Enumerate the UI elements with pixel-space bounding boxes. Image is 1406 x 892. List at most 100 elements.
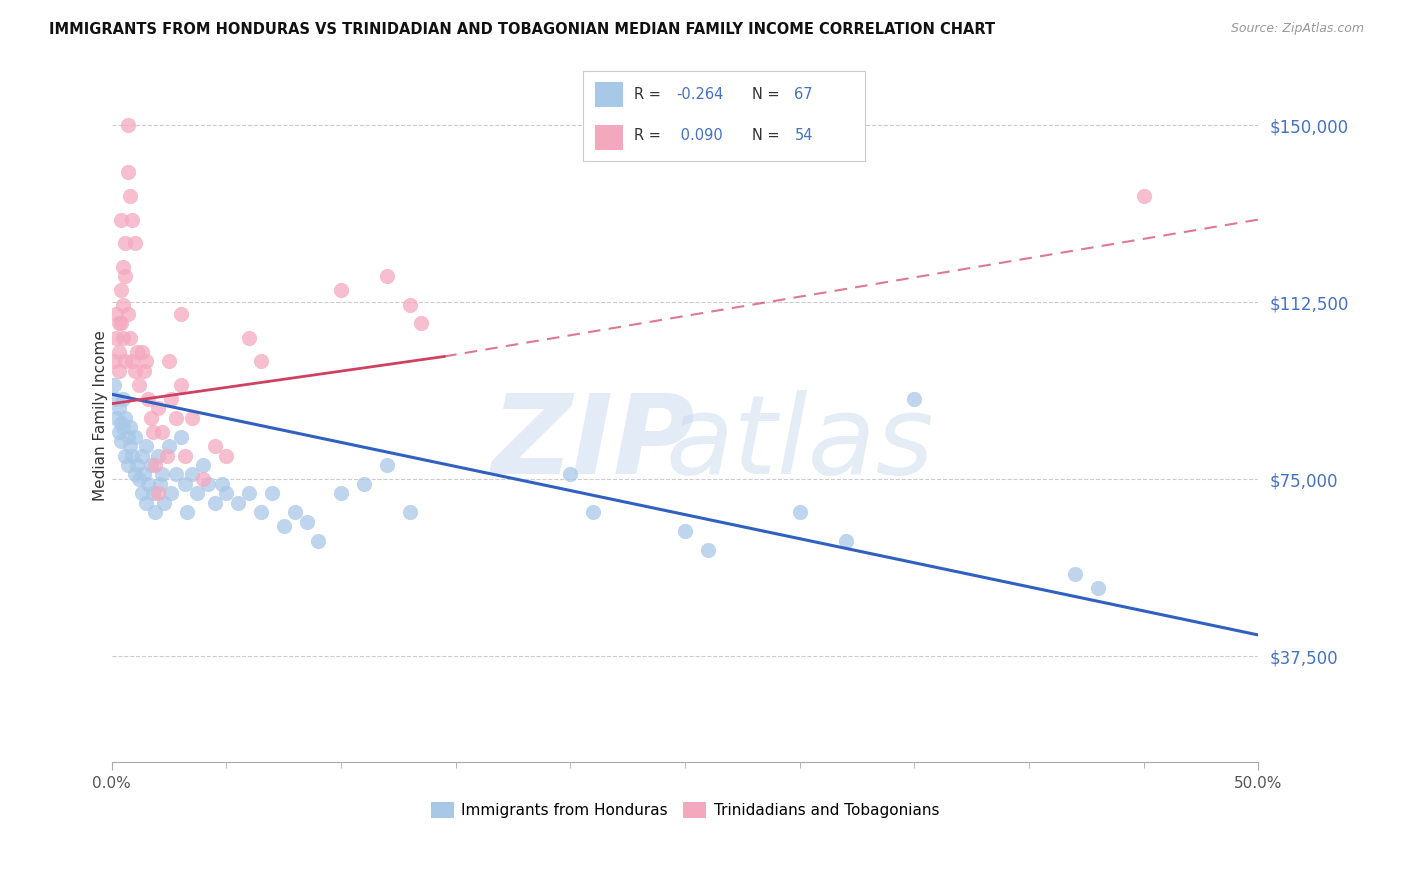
Point xyxy=(105,392,128,406)
Point xyxy=(112,330,135,344)
Point xyxy=(398,297,420,311)
Point xyxy=(193,472,215,486)
Point xyxy=(165,467,187,482)
Point xyxy=(107,425,129,439)
Point xyxy=(131,486,153,500)
Point xyxy=(169,430,191,444)
Point xyxy=(135,496,157,510)
Point xyxy=(125,344,148,359)
Point xyxy=(117,165,139,179)
Point xyxy=(105,307,128,321)
Point xyxy=(834,533,856,548)
Point xyxy=(1087,581,1109,595)
Point xyxy=(160,392,183,406)
Point xyxy=(110,317,132,331)
Point xyxy=(157,439,180,453)
Point xyxy=(135,354,157,368)
Text: N =: N = xyxy=(752,128,785,143)
Point xyxy=(157,354,180,368)
Point xyxy=(204,439,226,453)
Point xyxy=(560,467,582,482)
Point xyxy=(204,496,226,510)
Point xyxy=(107,317,129,331)
Point xyxy=(375,458,398,472)
Text: 0.090: 0.090 xyxy=(676,128,723,143)
Point xyxy=(150,467,173,482)
Text: R =: R = xyxy=(634,87,665,102)
Point xyxy=(411,317,433,331)
Point xyxy=(131,344,153,359)
Point xyxy=(142,425,165,439)
Point xyxy=(110,416,132,430)
Text: IMMIGRANTS FROM HONDURAS VS TRINIDADIAN AND TOBAGONIAN MEDIAN FAMILY INCOME CORR: IMMIGRANTS FROM HONDURAS VS TRINIDADIAN … xyxy=(49,22,995,37)
Point xyxy=(174,477,197,491)
Point xyxy=(118,439,141,453)
Point xyxy=(118,189,141,203)
Point xyxy=(273,519,295,533)
Text: Source: ZipAtlas.com: Source: ZipAtlas.com xyxy=(1230,22,1364,36)
Point xyxy=(181,467,204,482)
Point xyxy=(156,449,179,463)
Legend: Immigrants from Honduras, Trinidadians and Tobagonians: Immigrants from Honduras, Trinidadians a… xyxy=(425,796,945,824)
Point xyxy=(353,477,375,491)
Point xyxy=(117,458,139,472)
Point xyxy=(118,420,141,434)
Point xyxy=(110,212,132,227)
Point xyxy=(146,449,169,463)
Point xyxy=(139,458,162,472)
FancyBboxPatch shape xyxy=(595,82,623,107)
Point xyxy=(117,307,139,321)
Point xyxy=(114,354,136,368)
Point xyxy=(117,430,139,444)
Point xyxy=(107,344,129,359)
Point xyxy=(249,505,271,519)
Point xyxy=(107,364,129,378)
Point xyxy=(143,458,166,472)
Point xyxy=(174,449,197,463)
Point xyxy=(105,410,128,425)
Point xyxy=(124,430,146,444)
Point xyxy=(118,330,141,344)
Point xyxy=(238,486,260,500)
Point xyxy=(1132,189,1154,203)
Point xyxy=(186,486,208,500)
Point xyxy=(330,284,353,298)
Point xyxy=(110,284,132,298)
Text: 67: 67 xyxy=(794,87,813,102)
Point xyxy=(238,330,260,344)
Point xyxy=(673,524,696,538)
Point xyxy=(295,515,318,529)
Point xyxy=(114,410,136,425)
Point xyxy=(226,496,249,510)
Point xyxy=(121,354,143,368)
Y-axis label: Median Family Income: Median Family Income xyxy=(93,330,108,501)
Point xyxy=(165,410,187,425)
Point xyxy=(105,330,128,344)
Point xyxy=(143,505,166,519)
Point xyxy=(128,472,150,486)
Point xyxy=(135,439,157,453)
Point xyxy=(138,477,160,491)
Point xyxy=(307,533,329,548)
Point xyxy=(211,477,233,491)
Point xyxy=(124,236,146,251)
Point xyxy=(181,410,204,425)
Point xyxy=(197,477,219,491)
Point xyxy=(138,392,160,406)
Point xyxy=(124,467,146,482)
Point xyxy=(132,364,155,378)
Text: ZIP: ZIP xyxy=(492,390,695,497)
Point xyxy=(114,269,136,284)
Point xyxy=(249,354,271,368)
Point xyxy=(176,505,198,519)
Point xyxy=(262,486,284,500)
Point xyxy=(110,434,132,449)
Point xyxy=(142,486,165,500)
Point xyxy=(112,392,135,406)
Point xyxy=(903,392,925,406)
Point xyxy=(697,543,720,558)
Point xyxy=(582,505,605,519)
Point xyxy=(149,477,172,491)
Text: 54: 54 xyxy=(794,128,813,143)
Point xyxy=(114,449,136,463)
